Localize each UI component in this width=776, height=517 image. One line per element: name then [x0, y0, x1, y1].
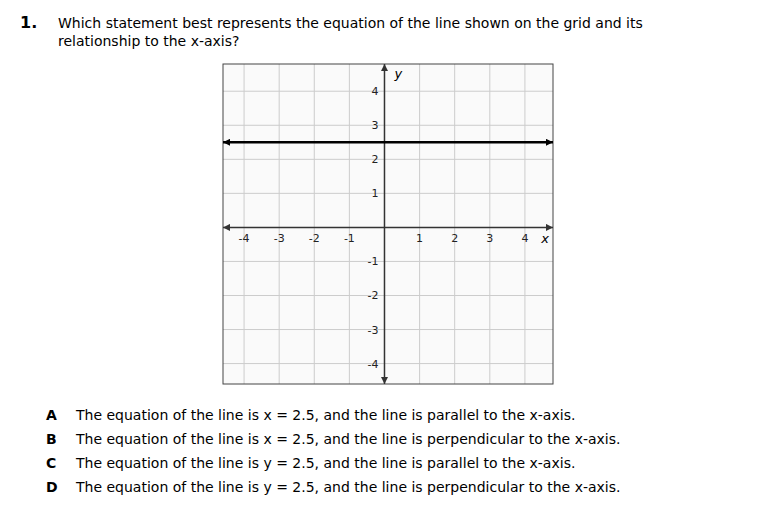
tick-labels: -4 -3 -2 -1 1 2 3 4 -4 -3 -2 -1 1 2 3 4	[239, 85, 529, 370]
grid-line-y	[223, 91, 553, 92]
grid-line-x	[454, 64, 455, 384]
grid	[223, 64, 553, 384]
x-tick-label: -3	[274, 232, 285, 245]
grid-line-y	[223, 363, 553, 364]
choice-label: C	[46, 455, 56, 471]
grid-line-y	[223, 261, 553, 262]
y-tick-label: 1	[371, 187, 378, 200]
grid-line-x	[279, 64, 280, 384]
grid-line-x	[244, 64, 245, 384]
grid-line-x	[349, 64, 350, 384]
x-tick-label: 1	[416, 232, 423, 245]
choice-text: The equation of the line is x = 2.5, and…	[75, 431, 621, 447]
x-tick-label: 2	[451, 232, 458, 245]
choice-label: D	[46, 479, 58, 495]
question-line: relationship to the x-axis?	[58, 33, 240, 49]
y-tick-label: 3	[371, 119, 378, 132]
data	[223, 142, 553, 143]
choices: A The equation of the line is x = 2.5, an…	[46, 407, 621, 495]
y-axis	[384, 64, 386, 384]
grid-line-x	[314, 64, 315, 384]
y-tick-label: 2	[371, 153, 378, 166]
grid-line-x	[419, 64, 420, 384]
y-tick-label: -1	[368, 255, 379, 268]
x-axis	[223, 227, 553, 229]
plot-background	[223, 64, 553, 384]
question-text: Which statement best represents the equa…	[58, 15, 643, 49]
grid-line-x	[524, 64, 525, 384]
y-tick-label: -2	[368, 289, 379, 302]
plot-frame	[223, 64, 553, 384]
x-tick-label: -2	[309, 232, 320, 245]
y-tick-label: -3	[368, 324, 379, 337]
x-axis-label: x	[540, 231, 549, 246]
grid-line-y	[223, 193, 553, 194]
y-axis-label: y	[393, 66, 402, 81]
y-tick-label: 4	[371, 85, 378, 98]
axes	[223, 64, 553, 384]
chart: -4-3-2-11234-4-3-2-11234xy1.Which statem…	[0, 0, 776, 517]
x-tick-label: -1	[344, 232, 355, 245]
y-tick-label: -4	[368, 358, 379, 371]
grid-line-y	[223, 159, 553, 160]
x-tick-label: 3	[486, 232, 493, 245]
choice-label: B	[46, 431, 57, 447]
question-line: Which statement best represents the equa…	[58, 15, 643, 31]
choice-text: The equation of the line is x = 2.5, and…	[75, 407, 575, 423]
grid-line-y	[223, 125, 553, 126]
x-tick-label: 4	[521, 232, 528, 245]
grid-line-x	[489, 64, 490, 384]
grid-line-y	[223, 329, 553, 330]
choice-label: A	[46, 407, 57, 423]
horizontal-line	[223, 141, 553, 144]
choice-text: The equation of the line is y = 2.5, and…	[75, 479, 621, 495]
question-number: 1.	[20, 13, 37, 32]
x-tick-label: -4	[239, 232, 250, 245]
choice-text: The equation of the line is y = 2.5, and…	[75, 455, 575, 471]
grid-line-y	[223, 295, 553, 296]
